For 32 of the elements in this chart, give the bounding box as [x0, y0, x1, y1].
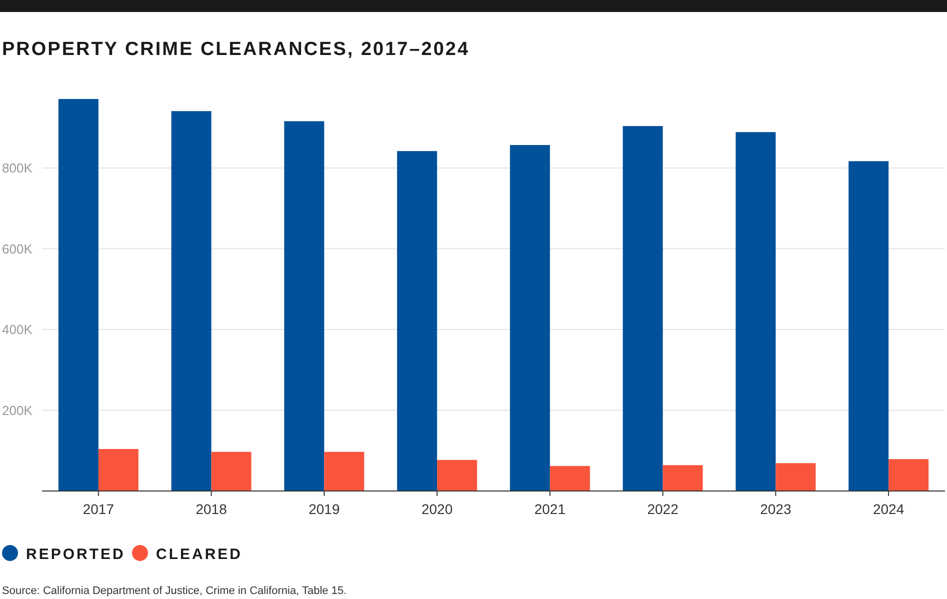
bar [888, 459, 929, 491]
legend-label: CLEARED [156, 546, 243, 563]
x-tick-label: 2022 [647, 501, 679, 517]
bar [284, 121, 324, 491]
bar [437, 460, 478, 491]
bar [324, 452, 364, 491]
legend-label: REPORTED [26, 546, 126, 563]
y-tick-label: 400K [2, 322, 33, 338]
bar [622, 126, 663, 491]
bar [776, 463, 816, 491]
bar [848, 161, 889, 491]
bar [98, 449, 138, 491]
x-tick-label: 2023 [760, 501, 792, 517]
bar [171, 111, 212, 491]
bar [550, 466, 590, 491]
bar [510, 145, 550, 491]
source-note: Source: California Department of Justice, Crime in California, Table 15. [2, 585, 347, 597]
x-tick-label: 2018 [196, 501, 228, 517]
x-tick-label: 2019 [308, 501, 340, 517]
y-tick-label: 200K [2, 402, 33, 418]
x-tick-label: 2017 [82, 501, 114, 517]
bar [58, 99, 98, 491]
y-tick-label: 800K [2, 160, 33, 176]
bar [211, 452, 252, 491]
bar [662, 465, 703, 491]
chart-title: PROPERTY CRIME CLEARANCES, 2017–2024 [2, 39, 470, 60]
y-tick-label: 600K [2, 241, 33, 256]
x-tick-label: 2021 [534, 501, 566, 517]
bar [736, 132, 776, 491]
x-tick-label: 2024 [872, 501, 904, 517]
bar [397, 151, 438, 491]
x-tick-label: 2020 [421, 501, 453, 517]
